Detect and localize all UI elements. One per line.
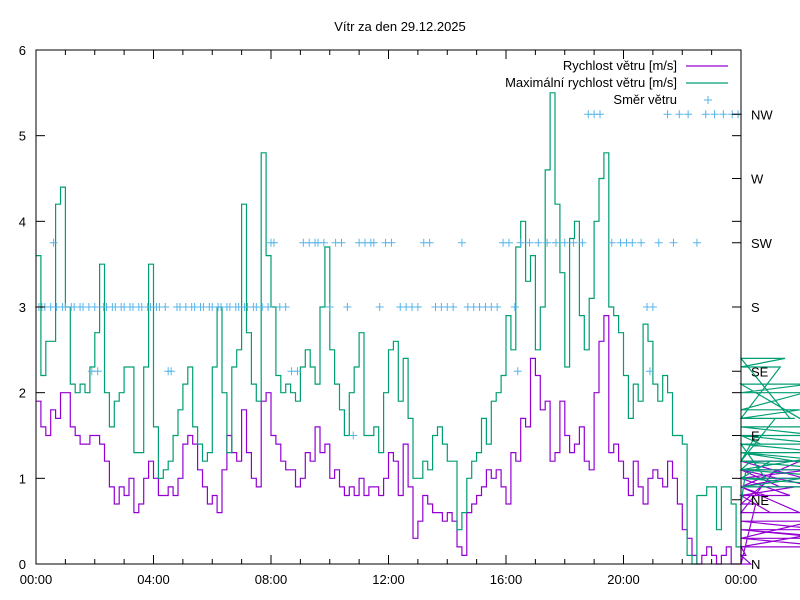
direction-point	[534, 238, 543, 247]
direction-point	[293, 367, 302, 376]
axes: 0 1 2 3 4 5 6 N NE E SE S SW W NW 00:00 04:00 08:00 12:00 1…	[19, 43, 774, 587]
direction-point	[551, 238, 560, 247]
y-tick-label: 2	[19, 386, 26, 401]
y2-tick-label: SW	[751, 236, 773, 251]
direction-point	[264, 303, 273, 311]
direction-point	[596, 110, 604, 119]
direction-point	[710, 110, 719, 119]
legend-label-max-speed: Maximální rychlost větru [m/s]	[505, 75, 677, 90]
legend: Rychlost větru [m/s] Maximální rychlost …	[505, 58, 728, 107]
x-tick-label: 00:00	[725, 572, 758, 587]
y2-tick-label: E	[751, 429, 760, 444]
direction-point	[692, 238, 701, 247]
y2-tick-label: W	[751, 172, 764, 187]
series-line-1	[36, 92, 800, 565]
y2-tick-label: NE	[751, 493, 769, 508]
x-tick-label: 16:00	[490, 572, 523, 587]
x-tick-label: 00:00	[20, 572, 53, 587]
direction-point	[337, 238, 346, 247]
direction-point	[607, 238, 616, 247]
direction-point	[93, 367, 102, 376]
direction-point	[645, 367, 654, 376]
direction-point	[319, 238, 328, 247]
direction-point	[637, 238, 646, 247]
direction-point	[375, 303, 384, 311]
direction-point	[560, 238, 569, 247]
direction-point	[161, 303, 170, 311]
direction-point	[628, 238, 637, 247]
y2-tick-label: NW	[751, 107, 773, 122]
y-tick-label: 0	[19, 557, 26, 572]
direction-point	[387, 238, 396, 247]
direction-point	[663, 110, 672, 119]
direction-point	[90, 303, 99, 311]
direction-point	[516, 238, 525, 247]
x-tick-label: 12:00	[372, 572, 405, 587]
direction-point	[654, 238, 663, 247]
x-tick-label: 20:00	[607, 572, 640, 587]
direction-point	[669, 238, 678, 247]
direction-point	[648, 303, 657, 311]
direction-point	[701, 110, 710, 119]
series-line-0	[36, 315, 800, 565]
direction-point	[504, 238, 513, 247]
y-tick-label: 4	[19, 214, 26, 229]
direction-point	[343, 303, 352, 311]
direction-point	[449, 303, 458, 311]
direction-point	[684, 110, 693, 119]
plot-area	[34, 92, 800, 565]
direction-point	[281, 303, 290, 311]
direction-point	[325, 303, 334, 311]
direction-point	[493, 303, 502, 311]
y2-tick-label: N	[751, 557, 760, 572]
x-tick-label: 08:00	[255, 572, 288, 587]
chart-title: Vítr za den 29.12.2025	[334, 19, 466, 34]
y2-tick-label: S	[751, 300, 760, 315]
direction-point	[269, 238, 278, 247]
direction-point	[543, 238, 552, 247]
direction-point	[569, 238, 578, 247]
direction-point	[167, 367, 176, 376]
direction-point	[513, 367, 522, 376]
legend-label-direction: Směr větru	[613, 92, 677, 107]
direction-point	[719, 110, 728, 119]
y-tick-label: 5	[19, 129, 26, 144]
direction-point	[525, 238, 534, 247]
y-tick-label: 3	[19, 300, 26, 315]
direction-point	[349, 431, 358, 440]
direction-point	[510, 303, 519, 311]
direction-point	[413, 303, 422, 311]
legend-swatch-direction	[704, 96, 712, 104]
y2-tick-label: SE	[751, 364, 769, 379]
direction-point	[425, 238, 434, 247]
y-tick-label: 6	[19, 43, 26, 58]
direction-point	[578, 238, 587, 247]
legend-label-speed: Rychlost větru [m/s]	[563, 58, 677, 73]
direction-point	[369, 238, 378, 247]
direction-point	[457, 238, 466, 247]
x-tick-label: 04:00	[137, 572, 170, 587]
y-tick-label: 1	[19, 471, 26, 486]
direction-point	[49, 238, 58, 247]
direction-point	[675, 110, 684, 119]
